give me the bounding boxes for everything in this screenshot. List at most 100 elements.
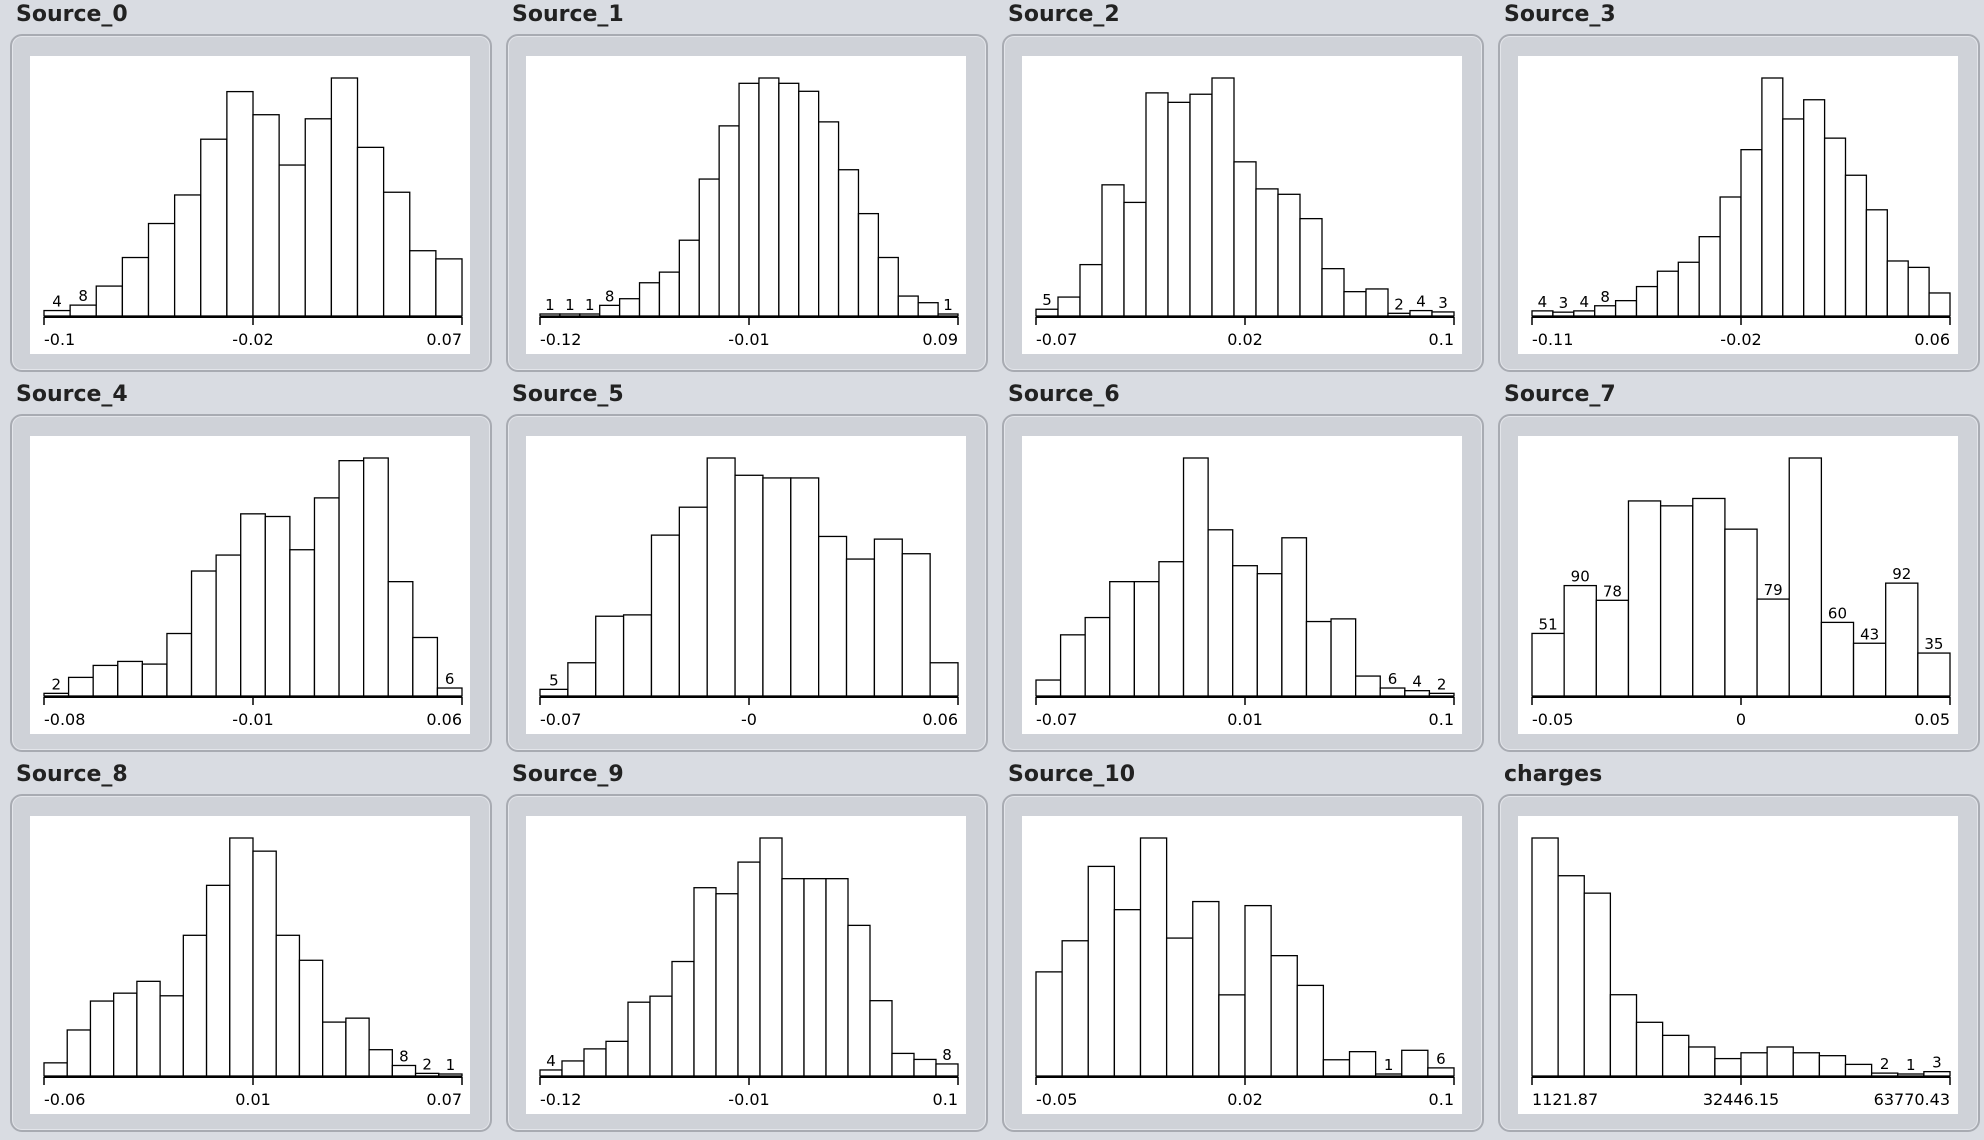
histogram-bar <box>1761 77 1784 317</box>
histogram-bar <box>1897 1073 1925 1077</box>
histogram-bar <box>1531 632 1565 697</box>
panel-title: Source_6 <box>1008 382 1120 407</box>
histogram-bar <box>159 995 184 1077</box>
plot-area: 2 1 3 1121.87 32446.15 63770.43 <box>1518 816 1958 1114</box>
histogram-bar <box>382 191 411 317</box>
histogram-bar <box>847 924 871 1077</box>
x-tick-label: 0.1 <box>1429 1090 1454 1109</box>
histogram-bar <box>1061 940 1089 1077</box>
x-tick-label: -0.12 <box>540 1090 581 1109</box>
x-tick-label: -0.05 <box>1532 710 1573 729</box>
histogram-bar <box>252 850 277 1077</box>
chart-frame: 2 6 -0.08 -0.01 0.06 <box>10 414 492 752</box>
histogram-bar <box>1782 118 1805 317</box>
x-tick-label: -0.01 <box>728 330 769 349</box>
histogram-bar <box>1296 984 1325 1077</box>
histogram-bar <box>1719 196 1742 317</box>
chart-frame: 6 4 2 -0.07 0.01 0.1 <box>1002 414 1484 752</box>
histogram-bar <box>1756 598 1790 697</box>
histogram-bar <box>1079 263 1103 317</box>
histogram-svg: 4 8 -0.12 -0.01 0.1 <box>539 837 959 1109</box>
x-tick-label: 0.07 <box>426 330 462 349</box>
bar-count-label: 1 <box>585 296 595 314</box>
histogram-bar <box>412 636 439 697</box>
histogram-bar <box>706 457 736 697</box>
bar-count-label: 6 <box>1436 1050 1446 1068</box>
histogram-svg: 1 6 -0.05 0.02 0.1 <box>1035 837 1455 1109</box>
histogram-bar <box>671 960 695 1077</box>
bar-count-label: 35 <box>1924 635 1943 653</box>
histogram-bar <box>1788 457 1823 697</box>
histogram-bar <box>1165 937 1194 1077</box>
bar-count-label: 2 <box>422 1055 432 1073</box>
histogram-bar <box>1531 837 1559 1077</box>
histogram-bar <box>1917 652 1951 697</box>
histogram-bar <box>1167 101 1191 317</box>
plot-area: 6 4 2 -0.07 0.01 0.1 <box>1022 436 1462 734</box>
bar-count-label: 3 <box>1932 1054 1942 1072</box>
chart-frame: 1 1 1 8 1 -0.12 -0.01 0.09 <box>506 34 988 372</box>
panel-title: Source_7 <box>1504 382 1616 407</box>
bar-count-label: 2 <box>1437 675 1447 693</box>
histogram-bar <box>857 212 880 317</box>
bar-count-label: 51 <box>1539 615 1558 633</box>
histogram-svg: 4 8 -0.1 -0.02 0.07 <box>43 77 463 349</box>
histogram-bar <box>618 298 641 317</box>
histogram-bar <box>1614 299 1638 317</box>
histogram-bar <box>758 77 780 317</box>
x-tick-label: 0.01 <box>1227 710 1263 729</box>
histogram-bar <box>561 1060 585 1077</box>
bar-count-label: 5 <box>1042 291 1052 309</box>
histogram-bar <box>1724 528 1758 697</box>
panel-title: Source_2 <box>1008 2 1120 27</box>
x-tick-label: 0 <box>1736 710 1746 729</box>
histogram-bar <box>136 980 161 1077</box>
histogram-bar <box>1059 634 1086 697</box>
histogram-bar <box>1182 457 1209 697</box>
bar-count-label: 4 <box>1416 293 1426 311</box>
histogram-bar <box>117 660 144 697</box>
histogram-bar <box>92 664 119 697</box>
bar-count-label: 2 <box>1394 295 1404 313</box>
histogram-bar <box>1907 266 1930 317</box>
x-tick-label: -0.1 <box>44 330 75 349</box>
histogram-bar <box>338 460 365 697</box>
histogram-bar <box>718 125 740 317</box>
x-tick-label: -0.07 <box>1036 710 1077 729</box>
histogram-svg: 5 2 4 3 -0.07 0.02 0.1 <box>1035 77 1455 349</box>
histogram-bar <box>583 1048 607 1077</box>
histogram-bar <box>937 313 959 317</box>
histogram-bar <box>627 1001 651 1077</box>
x-tick-label: 1121.87 <box>1532 1090 1598 1109</box>
histogram-bar <box>356 146 385 317</box>
histogram-bar <box>1277 193 1301 317</box>
histogram-svg: 5 -0.07 -0 0.06 <box>539 457 959 729</box>
x-tick-label: 0.06 <box>1914 330 1950 349</box>
bar-count-label: 8 <box>1600 288 1610 306</box>
histogram-bar <box>1714 1057 1742 1077</box>
bar-count-label: 92 <box>1892 565 1911 583</box>
histogram-bar <box>1113 909 1142 1077</box>
chart-frame: 5 -0.07 -0 0.06 <box>506 414 988 752</box>
histogram-bar <box>278 164 306 317</box>
histogram-bar <box>1803 99 1826 317</box>
histogram-bar <box>200 138 228 317</box>
histogram-bar <box>567 662 597 697</box>
histogram-bar <box>595 615 625 697</box>
histogram-bar <box>1698 236 1721 317</box>
histogram-bar <box>1379 687 1406 697</box>
histogram-bar <box>182 934 208 1077</box>
histogram-bar <box>1431 311 1455 317</box>
histogram-svg: 8 2 1 -0.06 0.01 0.07 <box>43 837 463 1109</box>
histogram-bar <box>891 1052 915 1077</box>
histogram-bar <box>1627 500 1662 697</box>
histogram-svg: 2 1 3 1121.87 32446.15 63770.43 <box>1531 837 1951 1109</box>
histogram-bar <box>173 194 202 317</box>
bar-count-label: 1 <box>545 296 555 314</box>
histogram-bar <box>825 878 849 1077</box>
histogram-svg: 2 6 -0.08 -0.01 0.06 <box>43 457 463 729</box>
histogram-bar <box>1139 837 1168 1077</box>
histogram-bar <box>89 1000 115 1077</box>
histogram-bar <box>252 114 280 317</box>
x-tick-label: 0.1 <box>933 1090 958 1109</box>
